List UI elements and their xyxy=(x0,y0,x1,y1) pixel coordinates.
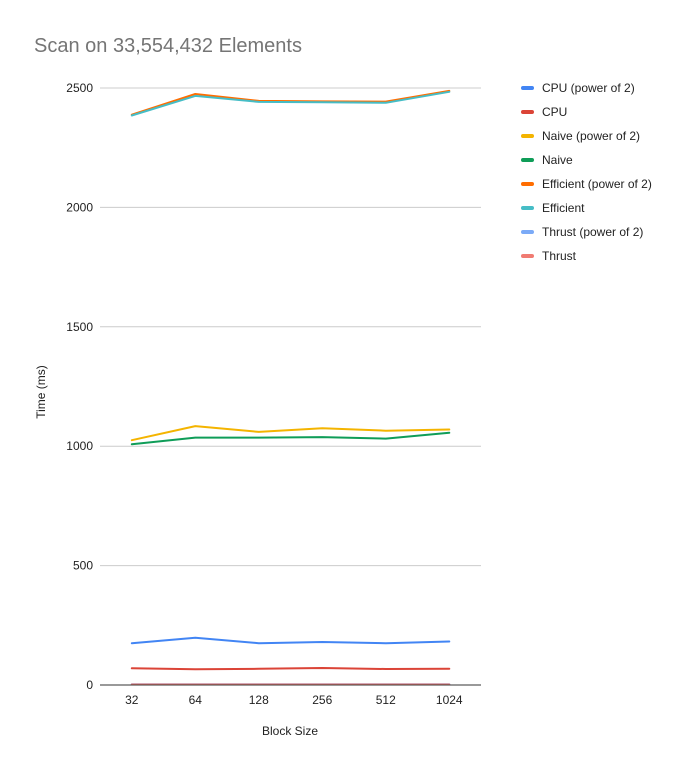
legend-label: Thrust (power of 2) xyxy=(542,225,643,239)
legend-swatch xyxy=(521,206,534,210)
legend-label: Efficient (power of 2) xyxy=(542,177,652,191)
chart-title: Scan on 33,554,432 Elements xyxy=(34,35,302,57)
legend-label: Naive xyxy=(542,153,573,167)
legend-swatch xyxy=(521,158,534,162)
legend-swatch xyxy=(521,230,534,234)
legend-label: Efficient xyxy=(542,201,585,215)
y-axis-label: Time (ms) xyxy=(34,365,48,419)
legend-label: Thrust xyxy=(542,249,577,263)
x-tick-label: 64 xyxy=(189,693,203,707)
y-tick-label: 2500 xyxy=(66,81,93,95)
series-lines xyxy=(130,89,451,686)
legend-label: CPU (power of 2) xyxy=(542,81,635,95)
y-axis-ticks: 0 500 1000 1500 2000 2500 xyxy=(66,81,93,692)
series-line-0 xyxy=(130,636,451,645)
series-line-5 xyxy=(130,90,451,117)
legend-swatch xyxy=(521,254,534,258)
x-axis-label: Block Size xyxy=(262,724,318,738)
x-tick-label: 128 xyxy=(249,693,269,707)
y-tick-label: 1000 xyxy=(66,439,93,453)
y-tick-label: 0 xyxy=(86,678,93,692)
y-tick-label: 2000 xyxy=(66,200,93,214)
x-tick-label: 256 xyxy=(312,693,332,707)
legend-swatch xyxy=(521,110,534,114)
series-line-2 xyxy=(130,425,451,442)
y-tick-label: 1500 xyxy=(66,320,93,334)
grid xyxy=(100,87,481,567)
legend-label: CPU xyxy=(542,105,567,119)
legend-swatch xyxy=(521,86,534,90)
legend: CPU (power of 2) CPU Naive (power of 2) Nai… xyxy=(521,81,652,263)
x-tick-label: 1024 xyxy=(436,693,463,707)
x-axis-ticks: 32 64 128 256 512 1024 xyxy=(125,693,463,707)
legend-swatch xyxy=(521,134,534,138)
x-tick-label: 512 xyxy=(376,693,396,707)
y-tick-label: 500 xyxy=(73,559,93,573)
legend-swatch xyxy=(521,182,534,186)
x-tick-label: 32 xyxy=(125,693,139,707)
series-line-3 xyxy=(130,431,451,446)
series-line-1 xyxy=(130,667,451,671)
legend-label: Naive (power of 2) xyxy=(542,129,640,143)
